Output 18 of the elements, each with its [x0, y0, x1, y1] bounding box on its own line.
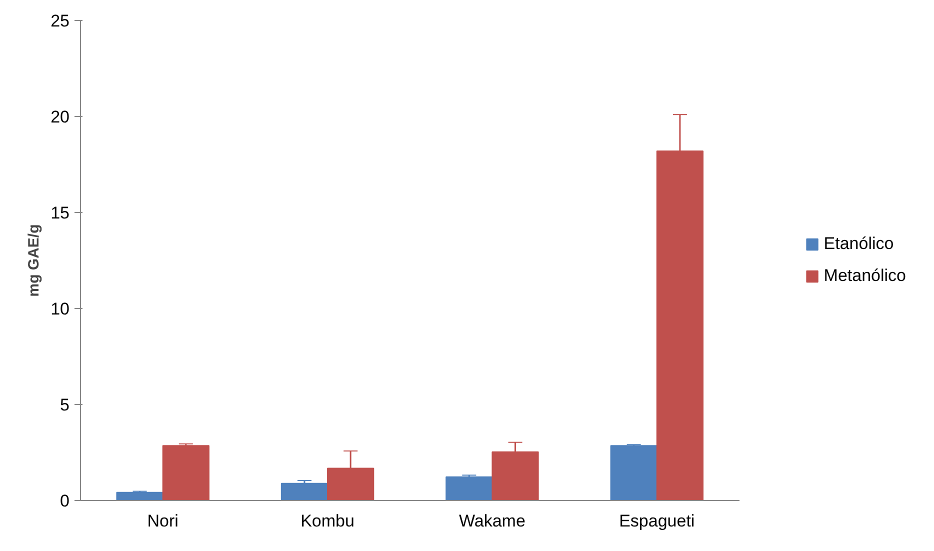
x-tick-label: Wakame	[458, 512, 526, 530]
bar	[610, 445, 658, 500]
y-tick-label: 0	[60, 492, 70, 510]
x-tick-label: Espagueti	[619, 512, 695, 530]
bar	[116, 492, 164, 500]
x-tick-label: Nori	[147, 512, 178, 530]
bar	[446, 476, 493, 500]
bar	[162, 445, 210, 500]
legend-label: Metanólico	[824, 266, 906, 286]
legend-label: Etanólico	[824, 234, 894, 254]
y-tick-label: 5	[60, 396, 70, 414]
y-tick-label: 10	[50, 300, 70, 318]
y-tick-label: 15	[50, 204, 70, 222]
x-tick-label: Kombu	[300, 512, 354, 530]
y-axis-title: mg GAE/g	[26, 224, 43, 297]
bar	[280, 482, 328, 500]
y-tick-label: 25	[50, 12, 70, 30]
y-tick-label: 20	[50, 108, 70, 126]
